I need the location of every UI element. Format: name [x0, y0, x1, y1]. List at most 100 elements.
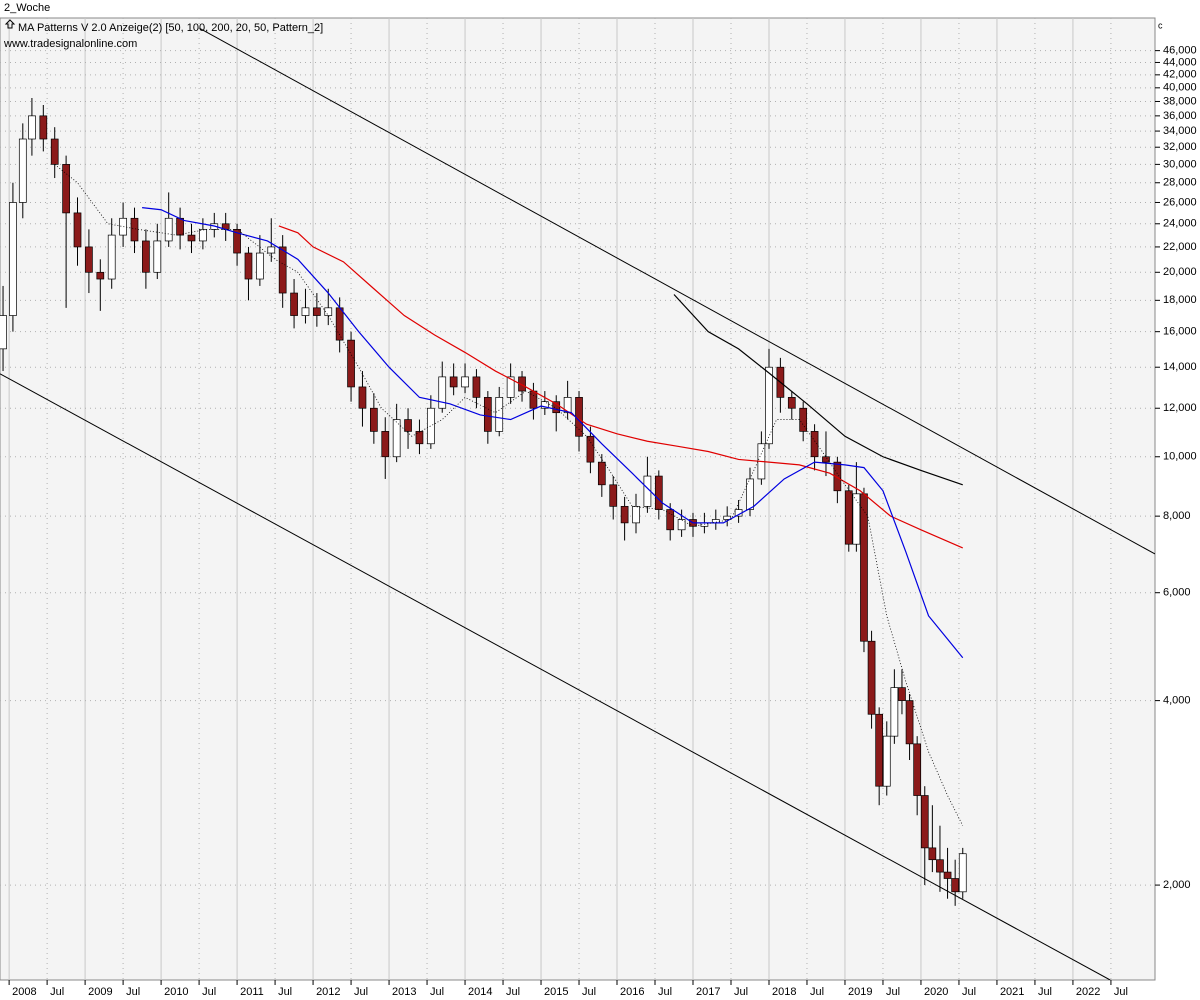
x-tick-label: 2019 [848, 986, 872, 998]
line [199, 27, 1155, 555]
plot-area [0, 17, 1156, 981]
candle-body [244, 252, 253, 280]
x-tick-label: Jul [810, 986, 824, 998]
y-tick-label: 44,000 [1163, 56, 1197, 68]
candle-body [951, 878, 960, 893]
source: www.tradesignalonline.com [3, 38, 137, 50]
y-tick-label: 24,000 [1163, 218, 1197, 230]
candle-body [654, 475, 663, 510]
x-tick-label: 2009 [88, 986, 112, 998]
x-tick-label: 2018 [772, 986, 796, 998]
x-tick-label: 2020 [924, 986, 948, 998]
candle-body [335, 307, 344, 341]
candle-body [723, 515, 732, 520]
candle-body [632, 505, 640, 524]
candle-body [620, 505, 629, 524]
line [142, 207, 964, 659]
chart-title: 2_Woche [4, 2, 50, 14]
x-tick-label: Jul [1114, 986, 1128, 998]
x-tick-label: 2016 [620, 986, 644, 998]
x-tick-label: Jul [734, 986, 748, 998]
x-tick-label: Jul [430, 986, 444, 998]
candle-body [324, 307, 333, 316]
candle-body [597, 461, 606, 486]
candle-body [381, 431, 390, 458]
candle-body [506, 376, 515, 398]
candle-body [313, 307, 321, 316]
x-tick-label: Jul [962, 986, 976, 998]
candle-body [765, 366, 773, 445]
candle-body [540, 401, 549, 409]
candle-body [39, 115, 48, 140]
y-tick-label: 22,000 [1163, 241, 1197, 253]
candle-body [483, 397, 492, 432]
line [54, 164, 964, 826]
candle-body [256, 252, 264, 280]
x-tick-label: 2022 [1076, 986, 1100, 998]
candle-body [358, 386, 367, 409]
candle-body [85, 246, 93, 273]
candle-body [28, 115, 36, 140]
candle-body [0, 315, 7, 350]
candle-body [563, 397, 572, 414]
candle-body [518, 376, 526, 392]
candle-body [913, 743, 922, 796]
x-tick-label: 2011 [240, 986, 264, 998]
y-tick-label: 42,000 [1163, 69, 1197, 81]
candle-body [199, 229, 207, 242]
candle-body [347, 339, 355, 388]
candle-body [898, 687, 906, 701]
y-tick-label: 28,000 [1163, 177, 1197, 189]
candle-body [426, 407, 435, 445]
candle-body [119, 217, 127, 236]
candle-body [552, 401, 561, 414]
candle-body [392, 419, 401, 458]
candle-body [495, 397, 504, 432]
x-tick-label: 2012 [316, 986, 340, 998]
candle-body [875, 713, 884, 787]
x-tick-label: Jul [1038, 986, 1052, 998]
y-tick-label: 32,000 [1163, 141, 1197, 153]
y-tick-label: 30,000 [1163, 158, 1197, 170]
x-tick-label: Jul [50, 986, 64, 998]
x-tick-label: Jul [126, 986, 140, 998]
candle-body [472, 376, 481, 398]
candle-body [958, 853, 967, 893]
y-tick-label: 12,000 [1163, 402, 1197, 414]
candle-body [9, 202, 17, 316]
y-tick-label: 16,000 [1163, 326, 1197, 338]
y-tick-label: 40,000 [1163, 82, 1197, 94]
candle-body [787, 397, 796, 409]
candle-body [290, 292, 298, 316]
candle-body [301, 307, 310, 316]
candle-body [153, 240, 162, 273]
indicator-label: MA Patterns V 2.0 Anzeige(2) [50, 100, 2… [18, 22, 323, 34]
indicator-icon [4, 19, 16, 29]
candle-body [370, 407, 378, 432]
candle-body [415, 431, 424, 445]
x-tick-label: 2015 [544, 986, 568, 998]
marks [0, 27, 1155, 980]
candle-body [50, 138, 59, 165]
x-tick-label: Jul [886, 986, 900, 998]
candle-body [943, 871, 952, 879]
candle-body [852, 493, 861, 545]
candle-body [107, 234, 116, 280]
y-tick-label: 18,000 [1163, 294, 1197, 306]
y-tick-label: 14,000 [1163, 361, 1197, 373]
candle-body [586, 435, 595, 463]
x-tick-label: 2013 [392, 986, 416, 998]
candle-body [176, 217, 184, 236]
candle-body [142, 240, 150, 273]
y-tick-label: 10,000 [1163, 451, 1197, 463]
candle-body [62, 164, 70, 214]
candle-body [267, 246, 276, 254]
candle-body [844, 490, 853, 545]
candle-body [867, 640, 876, 715]
line [278, 225, 963, 549]
y-tick-label: 8,000 [1163, 510, 1191, 522]
candle-body [278, 246, 287, 294]
candle-body [928, 847, 937, 861]
